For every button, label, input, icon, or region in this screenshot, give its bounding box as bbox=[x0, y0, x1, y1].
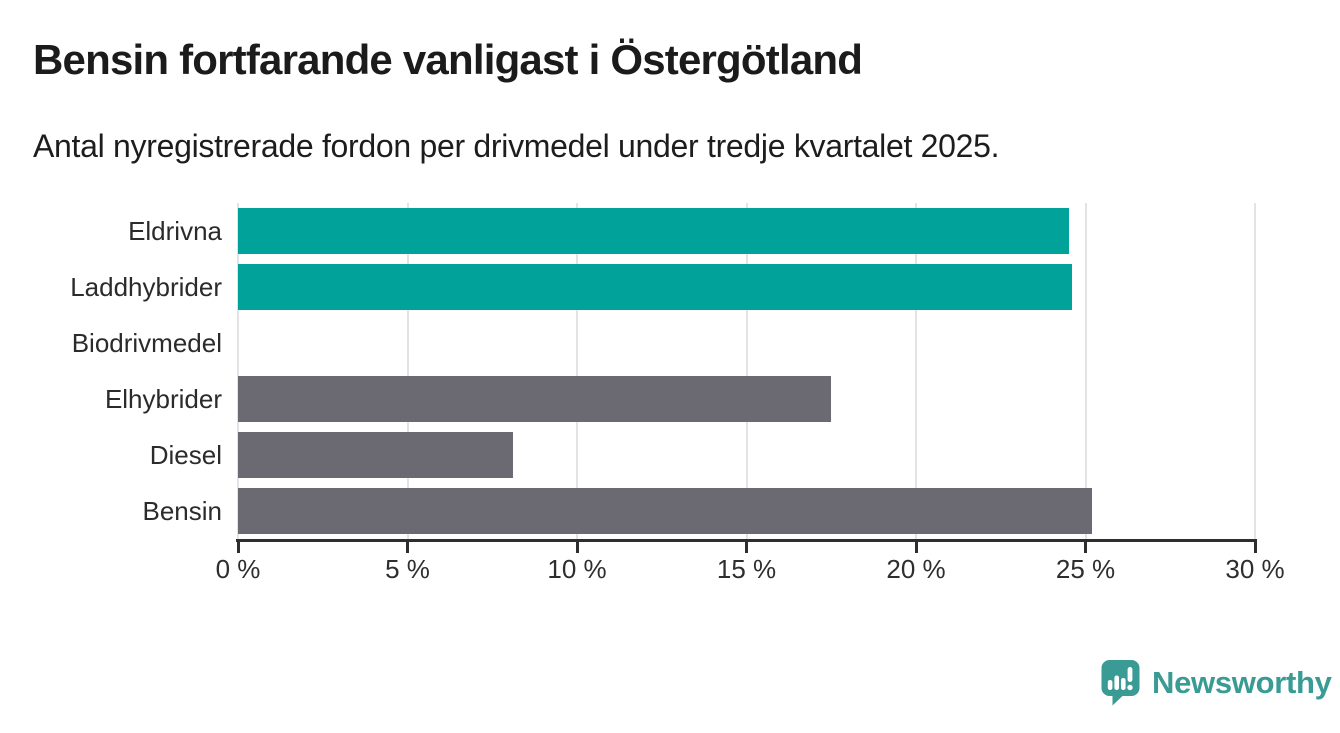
x-tick-label: 20 % bbox=[886, 554, 946, 584]
bar-eldrivna bbox=[238, 208, 1069, 254]
gridline-20 bbox=[915, 203, 917, 539]
gridline-5 bbox=[406, 203, 409, 539]
category-label: Biodrivmedel bbox=[71, 328, 222, 358]
newsworthy-icon bbox=[1101, 660, 1140, 706]
x-tick-0 bbox=[236, 542, 240, 553]
bar-laddhybrider bbox=[238, 264, 1072, 310]
category-label: Elhybrider bbox=[104, 384, 222, 414]
x-tick-25 bbox=[1084, 542, 1087, 553]
gridline-25 bbox=[1084, 203, 1087, 539]
plot-area bbox=[237, 203, 1256, 539]
x-axis-line bbox=[236, 539, 1257, 542]
x-tick-label: 25 % bbox=[1055, 554, 1116, 584]
category-label: Diesel bbox=[149, 440, 222, 470]
gridline-10 bbox=[576, 203, 578, 539]
x-tick-15 bbox=[745, 542, 748, 553]
gridline-0 bbox=[237, 203, 239, 539]
chart-subtitle: Antal nyregistrerade fordon per drivmede… bbox=[33, 128, 1000, 164]
bar-elhybrider bbox=[238, 376, 832, 422]
category-label: Eldrivna bbox=[128, 216, 222, 246]
category-label: Bensin bbox=[142, 496, 223, 526]
x-tick-label: 5 % bbox=[385, 554, 430, 584]
category-label: Laddhybrider bbox=[70, 272, 222, 302]
x-tick-label: 30 % bbox=[1225, 554, 1285, 584]
gridline-30 bbox=[1254, 203, 1256, 539]
bar-diesel bbox=[238, 432, 513, 478]
x-tick-10 bbox=[575, 542, 579, 553]
newsworthy-logo: Newsworthy bbox=[1100, 659, 1332, 706]
x-tick-label: 15 % bbox=[716, 554, 777, 584]
gridline-15 bbox=[745, 203, 748, 539]
x-tick-20 bbox=[914, 542, 918, 553]
chart-title: Bensin fortfarande vanligast i Östergötl… bbox=[33, 36, 863, 83]
x-tick-label: 0 % bbox=[215, 554, 261, 584]
x-tick-label: 10 % bbox=[547, 554, 607, 584]
y-axis-labels: Eldrivna Laddhybrider Biodrivmedel Elhybrid… bbox=[0, 203, 222, 539]
x-tick-5 bbox=[406, 542, 409, 553]
x-tick-30 bbox=[1253, 542, 1257, 553]
bar-bensin bbox=[238, 488, 1093, 534]
newsworthy-wordmark: Newsworthy bbox=[1152, 664, 1332, 700]
